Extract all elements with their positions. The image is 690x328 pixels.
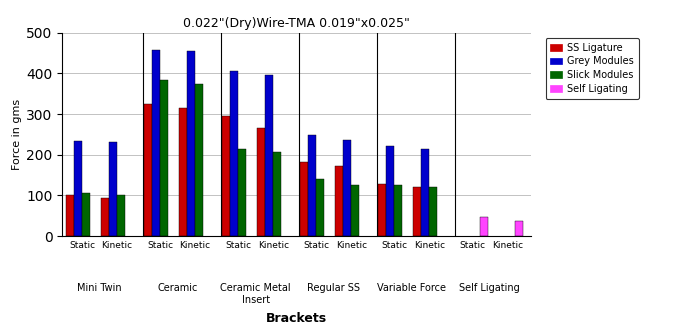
Bar [82,193,90,236]
Y-axis label: Force in gms: Force in gms [12,99,22,170]
Bar [422,149,429,236]
Bar [101,197,109,236]
Bar [265,75,273,236]
Bar [117,195,125,236]
Bar [413,187,422,236]
Bar [179,108,187,236]
Bar [378,184,386,236]
Bar [230,71,238,236]
Title: 0.022"(Dry)Wire-TMA 0.019"x0.025": 0.022"(Dry)Wire-TMA 0.019"x0.025" [184,17,410,30]
Bar [144,104,152,236]
Text: Mini Twin: Mini Twin [77,283,122,293]
Bar [187,51,195,236]
Bar [195,84,203,236]
Bar [316,179,324,236]
Bar [160,80,168,236]
Bar [222,116,230,236]
Bar [238,149,246,236]
Bar [152,50,160,236]
Text: Regular SS: Regular SS [307,283,360,293]
Text: Brackets: Brackets [266,312,327,325]
Bar [257,128,265,236]
Bar [394,185,402,236]
Bar [335,166,343,236]
Bar [386,146,394,236]
Bar [66,195,74,236]
Bar [273,152,282,236]
Text: Variable Force: Variable Force [377,283,446,293]
Bar [480,216,489,236]
Text: Ceramic Metal
Insert: Ceramic Metal Insert [220,283,291,304]
Bar [109,142,117,236]
Bar [429,187,437,236]
Bar [515,221,523,236]
Text: Ceramic: Ceramic [157,283,198,293]
Bar [343,140,351,236]
Bar [74,141,82,236]
Legend: SS Ligature, Grey Modules, Slick Modules, Self Ligating: SS Ligature, Grey Modules, Slick Modules… [546,38,638,99]
Bar [308,135,316,236]
Bar [300,162,308,236]
Text: Self Ligating: Self Ligating [460,283,520,293]
Bar [351,185,359,236]
